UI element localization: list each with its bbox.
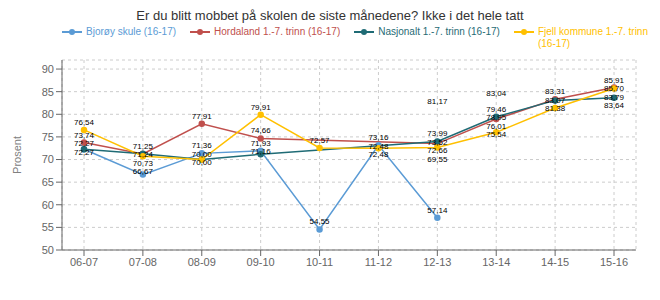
- svg-text:75,54: 75,54: [486, 130, 507, 139]
- html-text:Fjell kommune 1.-7. trinn (16-: Fjell kommune 1.-7. trinn (16-17): [538, 26, 648, 49]
- svg-text:75: 75: [42, 131, 54, 143]
- svg-text:72,66: 72,66: [427, 146, 448, 155]
- svg-text:71,25: 71,25: [133, 142, 154, 151]
- html-text:Er du blitt mobbet på skolen d: Er du blitt mobbet på skolen de siste må…: [136, 8, 524, 23]
- svg-text:72,48: 72,48: [368, 142, 389, 151]
- svg-text:74,66: 74,66: [251, 126, 272, 135]
- svg-text:11-12: 11-12: [365, 256, 392, 268]
- svg-text:09-10: 09-10: [247, 256, 275, 268]
- svg-text:72,27: 72,27: [74, 139, 94, 149]
- svg-text:76,01: 76,01: [486, 122, 507, 131]
- svg-text:77,91: 77,91: [192, 112, 213, 121]
- svg-text:65: 65: [42, 176, 54, 188]
- svg-text:73,99: 73,99: [427, 129, 448, 138]
- svg-text:73,16: 73,16: [368, 133, 389, 143]
- svg-text:69,55: 69,55: [427, 155, 448, 164]
- svg-text:80: 80: [42, 108, 54, 120]
- svg-text:50: 50: [42, 244, 54, 256]
- svg-text:14-15: 14-15: [541, 256, 569, 268]
- svg-text:73,52: 73,52: [427, 138, 448, 147]
- svg-text:66,67: 66,67: [133, 167, 154, 176]
- svg-text:15-16: 15-16: [600, 256, 628, 268]
- svg-text:73,74: 73,74: [74, 131, 95, 140]
- svg-text:85,91: 85,91: [604, 75, 624, 85]
- svg-text:55: 55: [42, 221, 54, 233]
- svg-text:79,91: 79,91: [251, 103, 272, 112]
- svg-text:54,55: 54,55: [310, 217, 331, 226]
- svg-text:Prosent: Prosent: [11, 136, 23, 174]
- svg-text:83,64: 83,64: [604, 101, 625, 110]
- svg-text:79,46: 79,46: [486, 105, 507, 114]
- svg-text:72,57: 72,57: [310, 136, 331, 145]
- html-text:Hordaland 1.-7. trinn (16-17): Hordaland 1.-7. trinn (16-17): [214, 26, 341, 37]
- svg-text:90: 90: [42, 63, 54, 75]
- svg-text:57,14: 57,14: [427, 206, 448, 215]
- html-text:Bjorøy skule (16-17): Bjorøy skule (16-17): [86, 26, 176, 37]
- svg-text:60: 60: [42, 199, 54, 211]
- svg-text:71,24: 71,24: [132, 150, 153, 160]
- svg-text:13-14: 13-14: [482, 256, 510, 268]
- svg-text:78,95: 78,95: [486, 113, 507, 123]
- svg-text:71,36: 71,36: [191, 141, 212, 151]
- svg-text:72,48: 72,48: [368, 150, 389, 159]
- svg-text:07-08: 07-08: [129, 256, 157, 268]
- svg-text:85,70: 85,70: [604, 84, 625, 93]
- svg-text:83,79: 83,79: [604, 92, 624, 102]
- svg-text:70,00: 70,00: [192, 158, 213, 167]
- svg-text:85: 85: [42, 86, 54, 98]
- svg-text:83,31: 83,31: [545, 87, 566, 97]
- svg-text:10-11: 10-11: [306, 256, 333, 268]
- svg-text:06-07: 06-07: [70, 256, 98, 268]
- svg-text:70,73: 70,73: [133, 159, 154, 168]
- svg-text:81,38: 81,38: [545, 104, 566, 113]
- svg-text:71,93: 71,93: [250, 138, 271, 148]
- svg-text:83,04: 83,04: [486, 89, 507, 98]
- svg-text:76,54: 76,54: [74, 118, 95, 127]
- svg-text:72,27: 72,27: [74, 148, 95, 157]
- svg-text:70: 70: [42, 153, 54, 165]
- svg-text:08-09: 08-09: [188, 256, 216, 268]
- svg-text:81,17: 81,17: [427, 97, 448, 106]
- svg-text:83,07: 83,07: [545, 95, 566, 105]
- html-text:Nasjonalt 1.-7. trinn (16-17): Nasjonalt 1.-7. trinn (16-17): [378, 26, 500, 37]
- svg-text:12-13: 12-13: [423, 256, 451, 268]
- svg-text:71,16: 71,16: [251, 147, 272, 156]
- svg-text:70,00: 70,00: [191, 149, 212, 159]
